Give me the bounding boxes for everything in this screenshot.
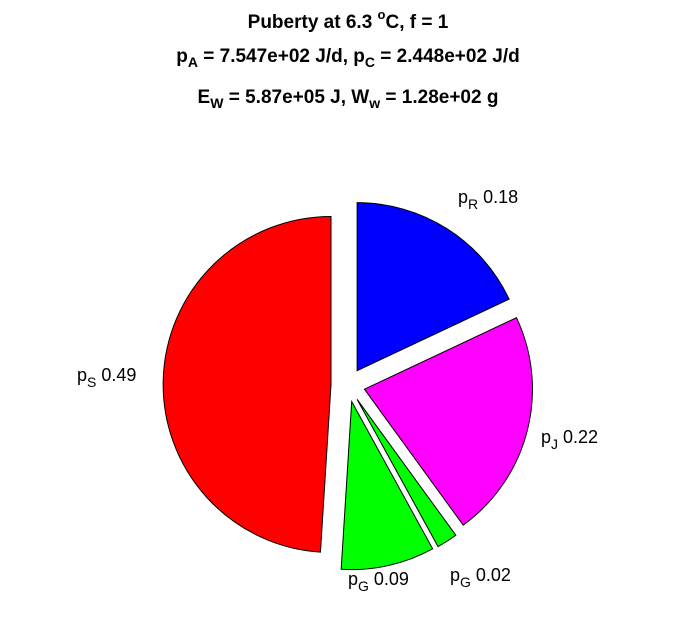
pie-label-j-1: pJ 0.22	[541, 427, 598, 452]
chart-title-line-1: Puberty at 6.3 oC, f = 1	[247, 7, 449, 33]
pie-label-g-2: pG 0.02	[450, 565, 511, 590]
pie-slice-s-4	[162, 215, 332, 553]
chart-title-line-2: pA = 7.547e+02 J/d, pC = 2.448e+02 J/d	[176, 46, 520, 70]
pie-slice-g-3	[340, 399, 434, 571]
pie-label-g-3: pG 0.09	[348, 569, 409, 594]
chart-title-line-3: EW = 5.87e+05 J, Ww = 1.28e+02 g	[197, 87, 499, 111]
pie-label-s-4: pS 0.49	[77, 365, 136, 390]
pie-slice-j-1	[363, 317, 533, 526]
pie-slice-r-0	[356, 202, 510, 372]
pie-label-r-0: pR 0.18	[458, 187, 518, 212]
pie-slice-g-2	[356, 399, 457, 548]
